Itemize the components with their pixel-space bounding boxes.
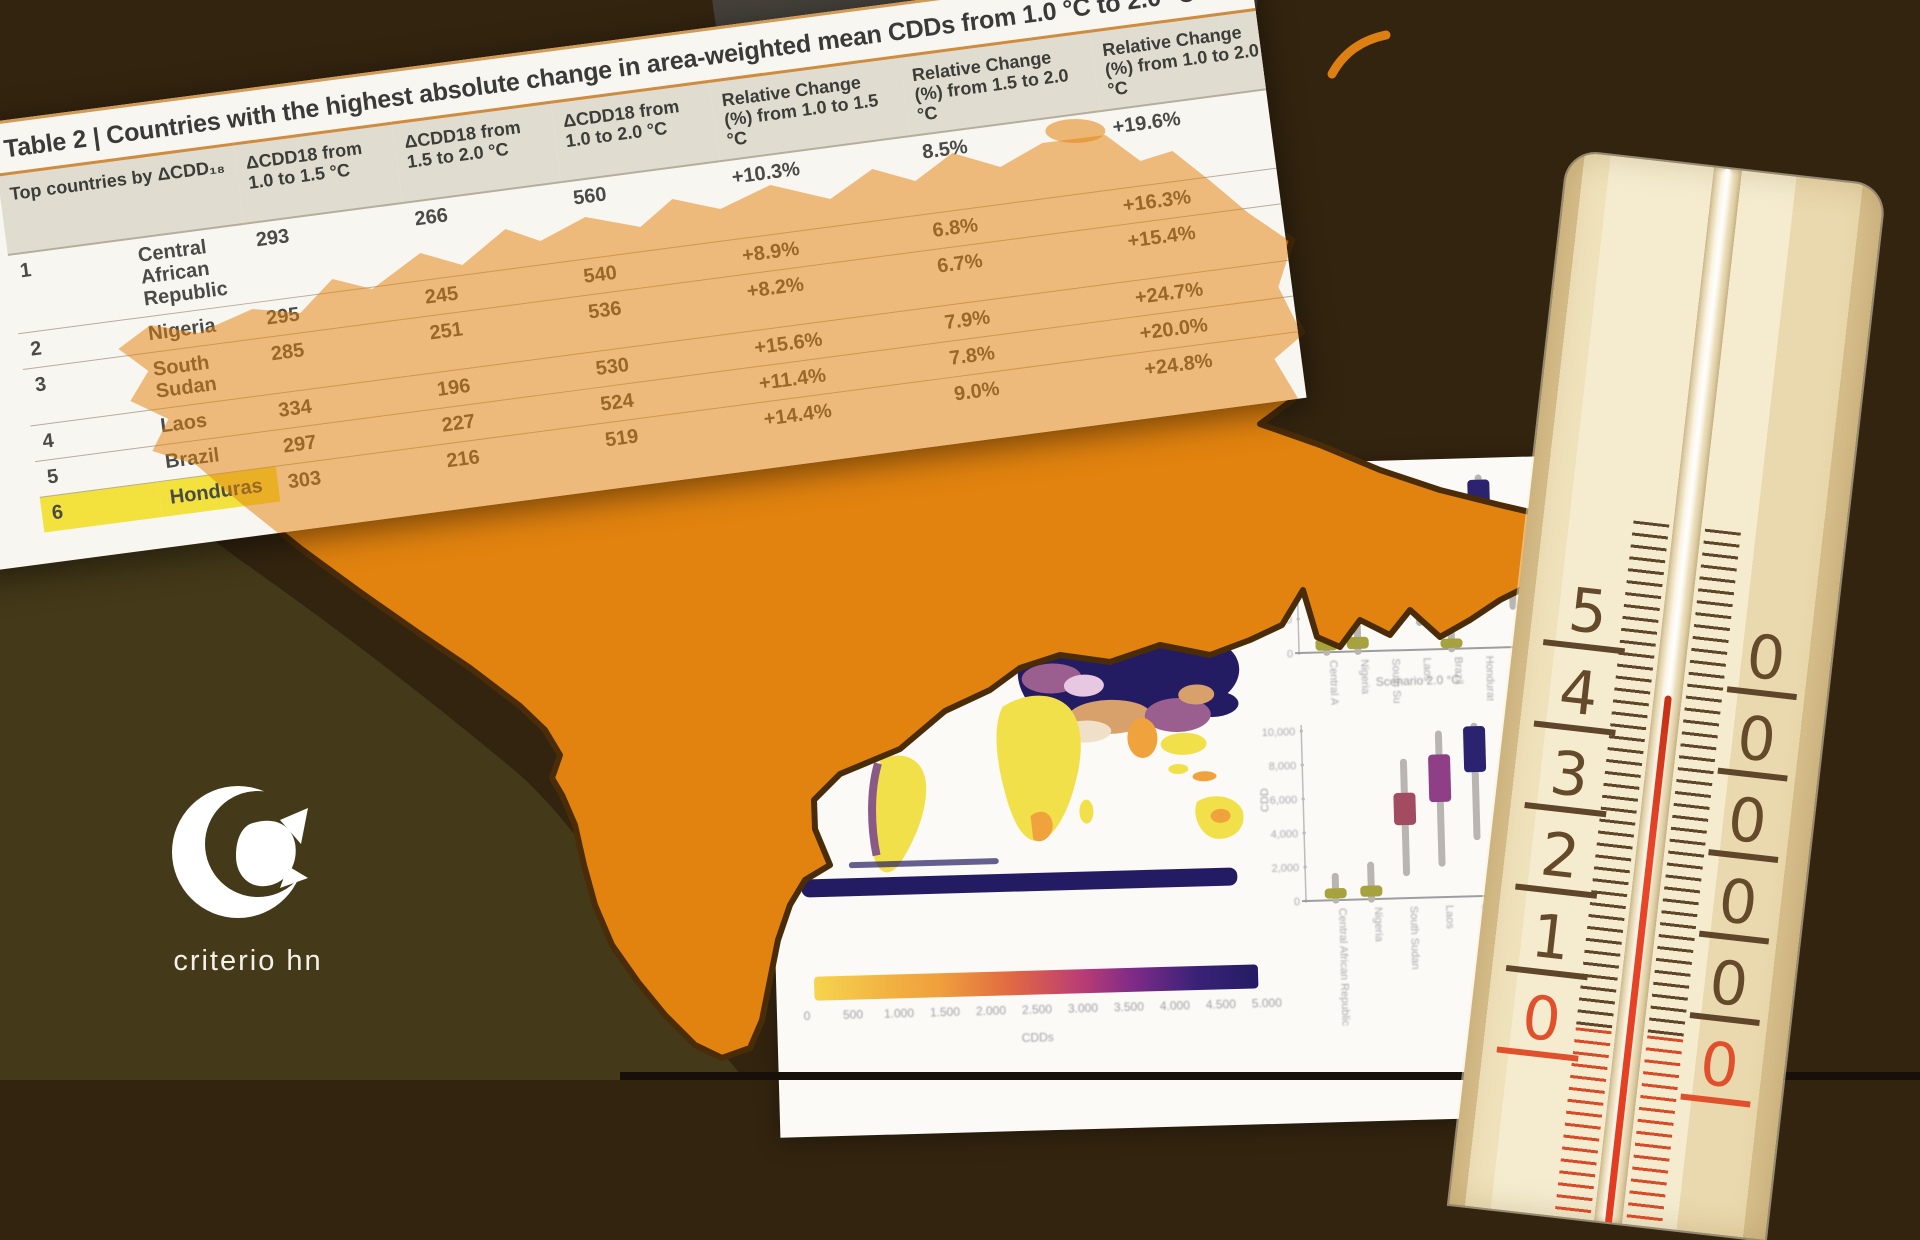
colorbar-tick-label: 0 — [803, 1008, 811, 1024]
svg-text:10,000: 10,000 — [1261, 726, 1295, 739]
colorbar-tick-label: 1.500 — [929, 1004, 961, 1020]
colorbar-tick-label: 500 — [842, 1007, 864, 1022]
scale-digit-left: 0 — [1496, 982, 1586, 1062]
svg-text:6,000: 6,000 — [1263, 546, 1291, 559]
colorbar-tick-label: 3.000 — [1067, 1000, 1099, 1016]
svg-text:10,000: 10,000 — [1255, 478, 1289, 491]
boxplot-x-label: Laos — [1443, 905, 1456, 930]
figure-paper: 0 500 1.000 1.500 2.000 2.500 3.000 3.500 4.000 4… — [762, 455, 1591, 1138]
svg-text:8,000: 8,000 — [1269, 760, 1297, 773]
cdd-colorbar — [813, 964, 1259, 1001]
svg-text:0: 0 — [1287, 648, 1293, 660]
svg-text:4,000: 4,000 — [1264, 580, 1292, 593]
colorbar-tick-label: 2.500 — [1021, 1002, 1053, 1017]
boxplot-y-axis-label: CDD — [1258, 787, 1272, 813]
colorbar-tick-label: 3.500 — [1113, 999, 1145, 1015]
photo-edge-bar — [620, 1072, 1920, 1080]
criterio-hn-logo: criterio hn — [128, 768, 368, 978]
colorbar-tick-label: 2.000 — [975, 1003, 1007, 1019]
criterio-hn-logo-icon — [172, 786, 311, 918]
scale-digit-right: 0 — [1680, 1029, 1758, 1108]
colorbar-tick-label: 4.500 — [1205, 996, 1237, 1012]
svg-text:8,000: 8,000 — [1262, 512, 1290, 525]
scale-digit-left: 5 — [1542, 575, 1633, 655]
boxplot-x-label: Central African Republic — [1336, 908, 1351, 1027]
scale-digit-left: 4 — [1533, 656, 1623, 736]
colorbar-tick-label: 1.000 — [883, 1005, 915, 1021]
country-cell: Central African Republic — [136, 235, 229, 310]
boxplot-x-label: South Sudan — [1407, 906, 1421, 970]
colorbar-tick-label: 4.000 — [1159, 998, 1191, 1014]
rank-cell: 1 — [18, 258, 33, 282]
scale-digit-left: 3 — [1524, 738, 1614, 818]
criterio-hn-logo-text: criterio hn — [173, 945, 323, 977]
svg-text:2,000: 2,000 — [1264, 614, 1292, 627]
world-cdd-map — [786, 613, 1244, 898]
svg-text:6,000: 6,000 — [1270, 794, 1298, 807]
cdd-colorbar-label: CDDs — [1021, 1030, 1054, 1045]
boxplot-x-label: Nigeria — [1372, 907, 1385, 943]
svg-text:4,000: 4,000 — [1270, 828, 1298, 841]
cdd-colorbar-ticks: 0 500 1.000 1.500 2.000 2.500 3.000 3.500 4.000 4… — [803, 996, 1283, 1025]
svg-text:2,000: 2,000 — [1271, 862, 1299, 875]
scale-digit-left: 1 — [1505, 901, 1595, 981]
svg-text:0: 0 — [1294, 896, 1300, 908]
scale-digit-left: 2 — [1515, 819, 1605, 899]
orange-brushstroke — [1327, 30, 1391, 79]
